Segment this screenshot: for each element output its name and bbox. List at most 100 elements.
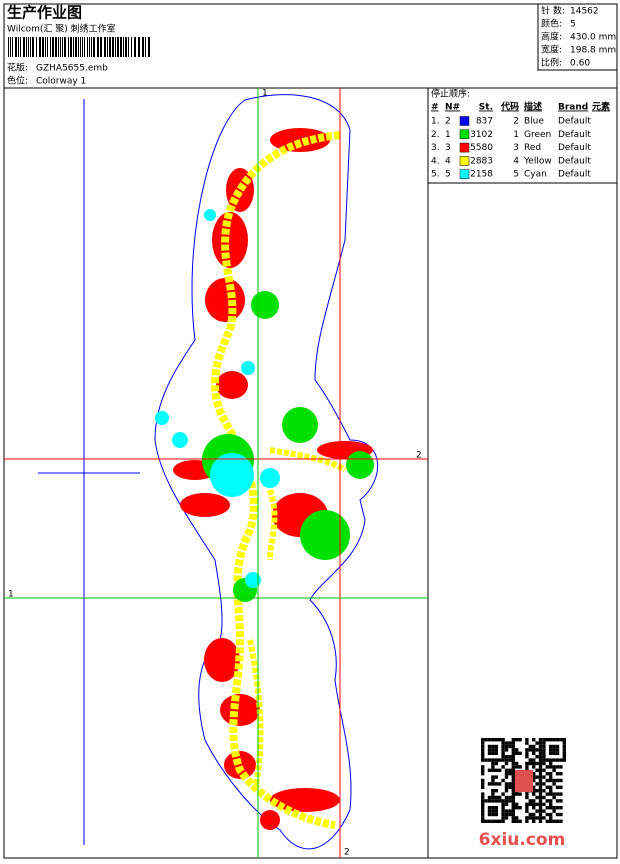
- qr-cell: [538, 809, 543, 813]
- info-value: 5: [570, 20, 576, 30]
- qr-cell: [525, 748, 529, 752]
- qr-cell: [498, 819, 502, 823]
- qr-cell: [491, 738, 495, 742]
- qr-cell: [501, 819, 505, 823]
- qr-cell: [525, 792, 529, 796]
- qr-cell: [508, 755, 512, 759]
- qr-cell: [532, 738, 536, 742]
- qr-cell: [559, 758, 563, 762]
- qr-cell: [552, 795, 556, 800]
- qr-cell: [549, 775, 553, 779]
- info-label: 高度:: [541, 31, 562, 43]
- row-index: 4.: [431, 156, 440, 166]
- qr-cell: [542, 751, 546, 755]
- qr-cell: [491, 778, 495, 783]
- qr-cell: [549, 819, 553, 823]
- qr-cell: [504, 789, 509, 793]
- qr-cell: [552, 768, 556, 772]
- qr-cell: [501, 765, 505, 769]
- row-desc: Blue: [524, 117, 544, 127]
- row-brand: Default: [558, 170, 591, 180]
- qr-cell: [508, 782, 512, 786]
- qr-cell: [549, 789, 553, 793]
- qr-cell: [542, 755, 546, 759]
- qr-cell: [525, 751, 529, 755]
- qr-cell: [491, 748, 495, 752]
- qr-cell: [542, 789, 546, 793]
- qr-cell: [481, 799, 485, 803]
- qr-cell: [535, 775, 539, 779]
- qr-cell: [504, 775, 509, 779]
- bar: [28, 37, 29, 57]
- qr-cell: [542, 768, 546, 772]
- qr-cell: [491, 758, 495, 762]
- bar: [15, 37, 17, 57]
- qr-cell: [562, 755, 566, 759]
- qr-cell: [491, 782, 495, 786]
- qr-cell: [481, 738, 485, 742]
- qr-cell: [559, 785, 563, 789]
- qr-cell: [532, 816, 536, 820]
- qr-cell: [549, 748, 553, 752]
- qr-cell: [501, 741, 505, 745]
- row-needle: 5: [445, 170, 451, 180]
- qr-cell: [559, 738, 563, 742]
- qr-cell: [494, 789, 498, 793]
- qr-cell: [545, 785, 549, 789]
- bar: [62, 37, 63, 57]
- qr-cell: [532, 744, 536, 749]
- qr-cell: [501, 816, 505, 820]
- qr-cell: [515, 738, 519, 742]
- bar: [145, 37, 146, 57]
- qr-cell: [494, 768, 498, 772]
- bar: [91, 37, 92, 57]
- qr-cell: [481, 785, 485, 789]
- cyan-motifs: [155, 209, 280, 588]
- row-desc: Red: [524, 143, 541, 153]
- bar: [107, 37, 108, 57]
- colorway-label: 色位:: [7, 75, 28, 87]
- qr-cell: [511, 761, 515, 766]
- bar: [125, 37, 127, 57]
- qr-cell: [555, 738, 560, 742]
- qr-cell: [555, 806, 560, 810]
- qr-cell: [491, 765, 495, 769]
- row-needle: 3: [445, 143, 451, 153]
- bar: [10, 37, 11, 57]
- qr-cell: [549, 761, 553, 766]
- qr-cell: [481, 748, 485, 752]
- qr-cell: [501, 806, 505, 810]
- qr-cell: [481, 809, 485, 813]
- bar: [97, 37, 99, 57]
- qr-cell: [491, 819, 495, 823]
- bar: [138, 37, 140, 57]
- bar: [73, 37, 74, 57]
- qr-cell: [511, 809, 515, 813]
- qr-cell: [494, 809, 498, 813]
- qr-cell: [498, 768, 502, 772]
- color-swatch: [459, 116, 470, 126]
- qr-cell: [525, 741, 529, 745]
- qr-cell: [501, 755, 505, 759]
- row-index: 5.: [431, 170, 440, 180]
- qr-cell: [532, 819, 536, 823]
- row-index: 2.: [431, 130, 440, 140]
- qr-cell: [518, 738, 522, 742]
- qr-cell: [491, 768, 495, 772]
- qr-cell: [494, 806, 498, 810]
- bar: [45, 37, 46, 57]
- qr-cell: [525, 765, 529, 769]
- qr-cell: [535, 741, 539, 745]
- qr-cell: [501, 792, 505, 796]
- qr-cell: [559, 792, 563, 796]
- qr-cell: [491, 795, 495, 800]
- qr-cell: [481, 802, 485, 806]
- watermark: 6xiu.com: [479, 830, 566, 850]
- qr-cell: [481, 806, 485, 810]
- qr-cell: [552, 765, 556, 769]
- qr-cell: [501, 744, 505, 749]
- stop-sequence: 停止顺序: # N# St. 代码 描述 Brand 元素 1. 2 837 2 Blue Defaul…: [431, 88, 610, 180]
- qr-cell: [491, 775, 495, 779]
- qr-cell: [538, 775, 543, 779]
- qr-cell: [511, 758, 515, 762]
